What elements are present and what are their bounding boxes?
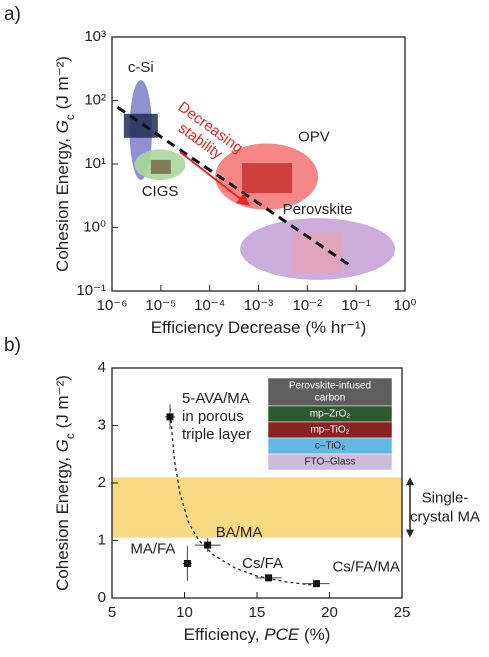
point-label: triple layer: [182, 426, 251, 443]
data-point: [265, 574, 273, 582]
band: [112, 477, 402, 538]
data-point: [183, 560, 191, 567]
data-point: [312, 580, 320, 588]
inset-label: c–TiO₂: [315, 441, 345, 452]
x-label-part: PCE: [264, 625, 300, 644]
x-tick-label: 10⁰: [394, 297, 417, 314]
band-label: Single-: [422, 489, 469, 506]
y-label-part: c: [63, 114, 77, 120]
x-tick-label: 10⁻⁴: [194, 297, 225, 314]
x-tick-label: 5: [108, 604, 116, 621]
device-image: [292, 232, 343, 273]
x-label-part: Efficiency,: [184, 625, 265, 644]
x-tick-label: 10⁻³: [244, 297, 274, 314]
inset-label: mp–TiO₂: [310, 425, 349, 436]
x-label-part: Efficiency Decrease (% hr⁻¹): [151, 318, 367, 337]
x-label-part: (%): [299, 625, 330, 644]
device-image: [242, 163, 293, 194]
x-tick-label: 15: [249, 604, 266, 621]
point-label: 5-AVA/MA: [182, 390, 250, 407]
y-tick-label: 10¹: [84, 155, 106, 172]
y-label-part: Cohesion Energy,: [53, 452, 72, 591]
x-tick-label: 10⁻⁶: [97, 297, 128, 314]
panel-label: b): [4, 335, 21, 356]
point-label: Cs/FA: [242, 555, 283, 572]
device-image: [123, 113, 158, 138]
x-tick-label: 20: [321, 604, 338, 621]
data-point: [166, 413, 174, 421]
y-label-part: c: [63, 433, 77, 439]
y-tick-label: 10⁻¹: [76, 282, 106, 299]
trend-line: [116, 106, 352, 267]
x-tick-label: 25: [394, 604, 411, 621]
y-label-part: G: [53, 439, 72, 452]
region-label: c-Si: [128, 59, 154, 76]
y-axis-label: Cohesion Energy, Gc (J m⁻²): [53, 56, 77, 272]
y-tick-label: 2: [98, 474, 106, 491]
data-point: [204, 541, 212, 549]
inset-label: mp–ZrO₂: [310, 409, 351, 420]
y-tick-label: 10³: [84, 28, 106, 45]
x-tick-label: 10: [176, 604, 193, 621]
inset-label: Perovskite-infused: [289, 381, 371, 392]
inset-label: FTO–Glass: [305, 457, 356, 468]
region-label: OPV: [298, 129, 330, 146]
y-tick-label: 1: [98, 531, 106, 548]
region-label: CIGS: [142, 183, 179, 200]
point-label: BA/MA: [216, 524, 263, 541]
y-axis-label: Cohesion Energy, Gc (J m⁻²): [53, 375, 77, 591]
x-tick-label: 10⁻¹: [341, 297, 371, 314]
annotation-arrow: [179, 151, 243, 201]
x-axis-label: Efficiency, PCE (%): [184, 625, 331, 644]
y-tick-label: 3: [98, 416, 106, 433]
x-axis-label: Efficiency Decrease (% hr⁻¹): [151, 318, 367, 337]
y-tick-label: 10⁰: [83, 218, 106, 235]
point-label: in porous: [182, 408, 244, 425]
y-label-part: G: [53, 120, 72, 133]
inset-layer: [267, 377, 393, 407]
y-label-part: Cohesion Energy,: [53, 133, 72, 272]
device-image: [150, 159, 171, 174]
point-label: Cs/FA/MA: [332, 559, 400, 576]
panel-label: a): [4, 4, 21, 25]
y-label-part: (J m⁻²): [53, 56, 72, 114]
inset-layer: [267, 453, 393, 471]
y-tick-label: 0: [98, 589, 106, 606]
region-label: Perovskite: [283, 201, 353, 218]
y-label-part: (J m⁻²): [53, 375, 72, 433]
inset-label: carbon: [315, 393, 346, 404]
band-label: crystal MA: [410, 508, 480, 525]
y-tick-label: 4: [98, 359, 106, 376]
x-tick-label: 10⁻²: [293, 297, 323, 314]
annotation-arrowhead: [236, 193, 250, 206]
point-label: MA/FA: [130, 540, 175, 557]
x-tick-label: 10⁻⁵: [145, 297, 176, 314]
y-tick-label: 10²: [84, 91, 106, 108]
